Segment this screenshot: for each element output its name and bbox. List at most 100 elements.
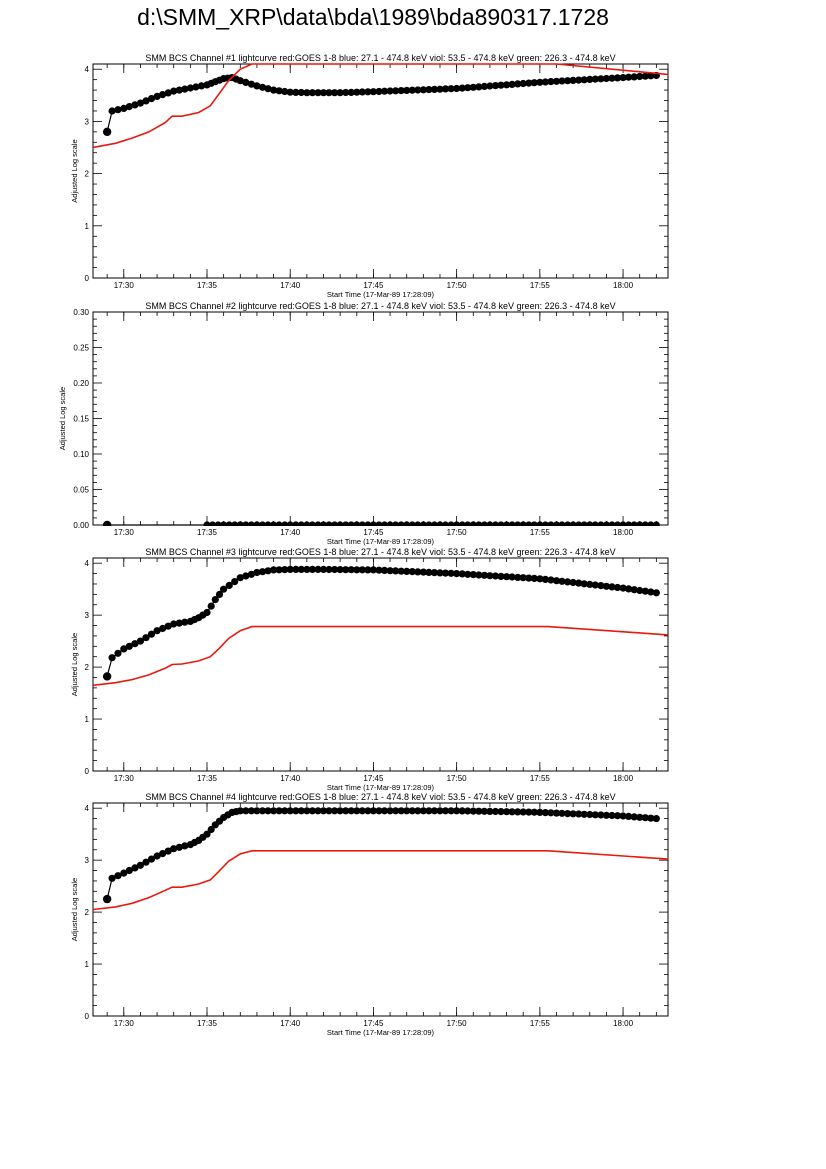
data-point — [414, 568, 422, 576]
data-point — [586, 580, 594, 589]
data-point — [242, 521, 250, 526]
y-tick-label: 0.10 — [73, 450, 89, 459]
plot-frame — [92, 311, 669, 526]
data-point — [181, 618, 189, 626]
data-point — [486, 521, 494, 526]
data-point — [164, 89, 172, 97]
data-point — [136, 861, 144, 869]
x-tick-label: 18:00 — [613, 528, 634, 537]
data-point — [375, 87, 383, 96]
data-point — [236, 574, 244, 582]
data-point — [147, 95, 156, 103]
data-point — [430, 807, 438, 815]
data-point — [619, 812, 627, 820]
data-point — [114, 106, 122, 114]
data-point — [253, 82, 261, 90]
data-point — [419, 568, 427, 576]
chart-title: SMM BCS Channel #1 lightcurve red:GOES 1… — [145, 53, 615, 63]
x-tick-label: 17:45 — [363, 528, 384, 537]
data-point — [552, 77, 561, 85]
data-point — [564, 521, 572, 526]
data-point — [303, 565, 311, 574]
data-point — [120, 869, 128, 877]
data-point — [153, 627, 161, 635]
data-point — [613, 74, 622, 82]
data-point — [569, 76, 577, 84]
data-point — [464, 84, 472, 92]
data-point — [441, 807, 450, 815]
data-point — [147, 855, 156, 863]
data-point — [514, 573, 522, 582]
data-point — [270, 521, 278, 526]
data-point — [430, 569, 438, 577]
data-point — [480, 571, 488, 579]
data-point — [331, 521, 339, 526]
data-point — [258, 807, 267, 815]
data-point — [336, 521, 344, 526]
data-point — [619, 521, 627, 526]
y-tick-label: 1 — [85, 715, 90, 724]
x-axis-label: Start Time (17-Mar-89 17:28:09) — [327, 1028, 435, 1037]
data-point — [597, 521, 605, 526]
data-point — [536, 808, 544, 817]
data-point — [353, 807, 361, 815]
y-tick-label: 2 — [85, 908, 90, 917]
data-point — [342, 88, 350, 97]
x-tick-label: 17:55 — [530, 774, 551, 783]
data-point — [447, 569, 455, 577]
data-point — [552, 577, 561, 585]
data-point — [308, 521, 316, 526]
x-tick-label: 17:40 — [280, 281, 301, 290]
data-point — [647, 72, 655, 80]
data-point — [580, 76, 588, 84]
data-point — [369, 521, 377, 526]
data-point — [552, 809, 561, 817]
data-point — [319, 521, 328, 526]
data-point — [608, 811, 616, 820]
data-point — [464, 570, 472, 578]
data-point — [536, 575, 544, 583]
plot-frame — [92, 802, 669, 1017]
data-point — [464, 807, 472, 815]
data-point — [486, 807, 494, 816]
data-point — [630, 813, 638, 821]
data-point — [164, 847, 172, 855]
data-point — [514, 521, 522, 526]
data-point — [231, 521, 239, 526]
data-point — [514, 808, 522, 816]
data-point — [325, 565, 333, 574]
data-point — [264, 521, 272, 526]
data-point — [297, 807, 305, 815]
y-tick-label: 1 — [85, 222, 90, 231]
data-point — [369, 566, 377, 574]
x-tick-label: 17:35 — [197, 528, 218, 537]
x-tick-label: 17:40 — [280, 1019, 301, 1028]
data-point — [325, 807, 333, 815]
data-point — [519, 808, 527, 816]
data-point — [358, 88, 366, 96]
data-point — [253, 568, 261, 577]
data-point — [325, 521, 333, 526]
data-point — [491, 572, 500, 580]
data-point — [136, 99, 144, 107]
data-point — [625, 73, 633, 81]
data-point — [125, 642, 133, 650]
data-point — [425, 86, 433, 94]
data-point — [403, 807, 411, 815]
data-point — [636, 813, 644, 821]
data-point — [286, 565, 294, 574]
data-point — [569, 810, 577, 818]
data-point — [464, 521, 472, 526]
data-point — [186, 84, 194, 92]
x-tick-label: 17:45 — [363, 774, 384, 783]
data-point — [525, 521, 533, 526]
data-point — [281, 87, 289, 96]
data-point — [652, 589, 660, 597]
data-point — [142, 97, 150, 105]
data-point — [602, 811, 611, 819]
x-tick-label: 17:45 — [363, 281, 384, 290]
data-point — [519, 521, 527, 526]
data-point — [636, 72, 644, 81]
data-point — [480, 521, 488, 526]
